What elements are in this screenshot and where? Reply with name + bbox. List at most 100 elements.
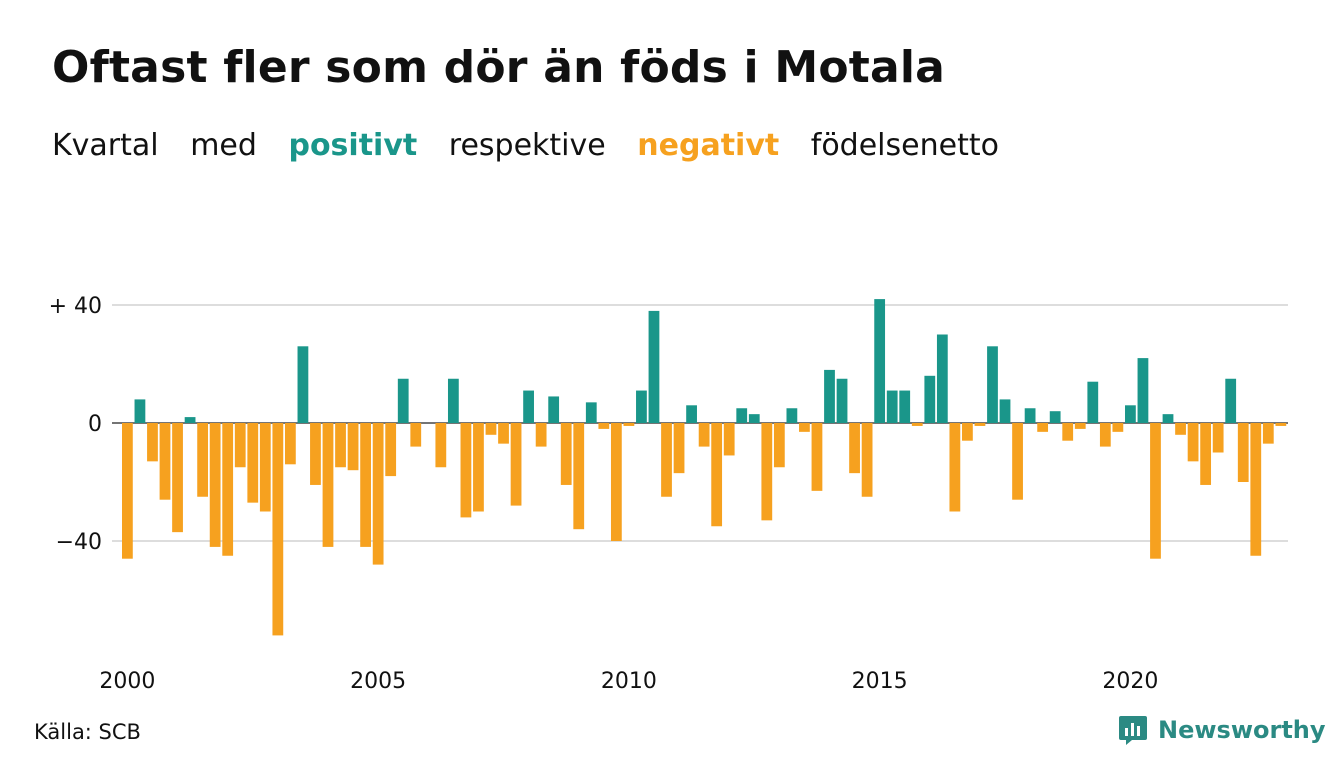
chart-bar — [447, 378, 459, 423]
chart-bar — [222, 423, 234, 556]
x-tick-label: 2015 — [852, 669, 908, 694]
subtitle-word-kvartal: Kvartal — [52, 128, 159, 163]
chart-bar — [962, 423, 973, 441]
chart-bar — [435, 423, 447, 468]
chart-bar — [498, 423, 509, 444]
chart-bar — [636, 390, 647, 423]
chart-bar — [773, 423, 785, 468]
chart-bar — [1187, 423, 1199, 462]
x-tick-label: 2000 — [99, 669, 155, 694]
chart-bar — [1012, 423, 1023, 500]
chart-bar — [1150, 423, 1161, 559]
chart-bar — [686, 405, 697, 423]
chart-bar — [936, 334, 948, 423]
chart-bar — [999, 399, 1011, 423]
chart-bar — [310, 423, 321, 485]
chart-bar — [748, 414, 760, 423]
chart-bar — [1037, 423, 1049, 432]
subtitle-word-med: med — [190, 128, 257, 163]
chart-bar — [811, 423, 823, 491]
chart-bar — [1087, 381, 1099, 423]
chart-bar — [284, 423, 296, 465]
chart-bar — [573, 423, 585, 530]
chart-bar — [1125, 405, 1136, 423]
chart-bar — [824, 369, 835, 423]
chart-bar — [661, 423, 672, 497]
subtitle-positive-label: positivt — [288, 128, 418, 163]
chart-bar — [372, 423, 384, 565]
chart-bar — [1175, 423, 1186, 435]
source-note: Källa: SCB — [34, 720, 141, 744]
brand-logo: Newsworthy — [1118, 714, 1326, 746]
chart-bar — [473, 423, 484, 512]
subtitle-word-respektive: respektive — [448, 128, 606, 163]
x-tick-label: 2010 — [601, 669, 657, 694]
x-tick-label: 2020 — [1102, 669, 1158, 694]
chart-bar — [172, 423, 183, 533]
chart-bar — [874, 299, 886, 423]
y-tick-label: 0 — [88, 412, 102, 437]
chart-bar — [335, 423, 346, 468]
chart-bar — [1099, 423, 1111, 447]
chart-bar — [297, 346, 309, 423]
chart-bar — [987, 346, 998, 423]
chart-bar — [861, 423, 873, 497]
chart-bar — [1137, 358, 1149, 423]
subtitle-negative-label: negativt — [637, 128, 780, 163]
chart-bar — [1112, 423, 1124, 432]
chart-bar — [1162, 414, 1174, 423]
x-tick-label: 2005 — [350, 669, 406, 694]
chart-bar — [460, 423, 472, 518]
chart-bar — [711, 423, 723, 527]
chart-bar — [184, 417, 196, 423]
chart-bar — [234, 423, 246, 468]
chart-subtitle: Kvartal med positivt respektive negativt… — [52, 128, 1021, 163]
chart-bar — [698, 423, 710, 447]
chart-bar — [610, 423, 622, 541]
brand-name: Newsworthy — [1158, 716, 1326, 744]
chart-bar — [974, 423, 986, 426]
subtitle-word-fodelsenetto: födelsenetto — [810, 128, 999, 163]
chart-bar — [786, 408, 798, 423]
chart-bar — [736, 408, 748, 423]
chart-bar — [924, 375, 936, 423]
chart-bar — [723, 423, 735, 456]
chart-bar — [799, 423, 810, 432]
chart-bar — [598, 423, 610, 429]
chart-bar — [1262, 423, 1274, 444]
chart-bar — [347, 423, 359, 471]
chart-bar — [197, 423, 209, 497]
chart-bar — [761, 423, 773, 521]
chart-bar — [560, 423, 572, 485]
chart-bar — [272, 423, 284, 636]
chart-bar — [899, 390, 911, 423]
chart-bar — [911, 423, 923, 426]
chart-bar — [360, 423, 371, 547]
chart-bar — [1024, 408, 1036, 423]
chart-bar — [648, 310, 660, 423]
chart-bar — [134, 399, 146, 423]
chart-bar — [1074, 423, 1086, 429]
chart-bar — [510, 423, 522, 506]
chart-bar — [585, 402, 597, 423]
chart-bar — [1237, 423, 1249, 482]
chart-bar — [485, 423, 497, 435]
newsworthy-logo-icon — [1119, 716, 1147, 745]
chart-bar — [410, 423, 422, 447]
chart-bar — [259, 423, 271, 512]
chart-bar — [949, 423, 961, 512]
y-tick-label: + 40 — [49, 294, 102, 319]
chart-bar — [1212, 423, 1224, 453]
chart-bar — [1250, 423, 1262, 556]
chart-bar — [159, 423, 171, 500]
chart-bar — [322, 423, 334, 547]
chart-bar — [623, 423, 635, 426]
chart-bar — [1225, 378, 1237, 423]
chart-bar — [548, 396, 560, 423]
chart-bar — [1049, 411, 1061, 423]
chart-bar — [1062, 423, 1074, 441]
chart-bar — [385, 423, 397, 477]
chart-bar — [1200, 423, 1212, 485]
